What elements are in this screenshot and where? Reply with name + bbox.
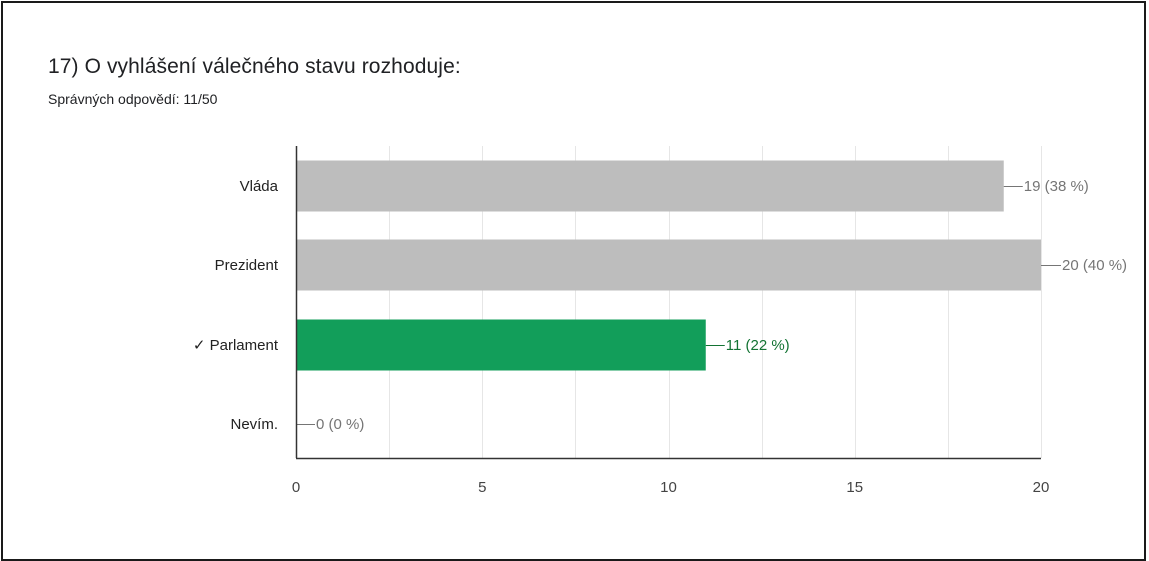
category-label: Prezident <box>215 257 279 274</box>
category-label: Nevím. <box>230 416 278 433</box>
score-text: Správných odpovědí: 11/50 <box>48 91 218 107</box>
data-label: 20 (40 %) <box>1062 257 1127 274</box>
data-label: 11 (22 %) <box>726 337 790 354</box>
bar-2 <box>296 319 706 371</box>
category-label: ✓ Parlament <box>193 337 279 354</box>
question-title: 17) O vyhlášení válečného stavu rozhoduj… <box>48 55 461 78</box>
data-label: 0 (0 %) <box>316 416 364 433</box>
data-label: 19 (38 %) <box>1024 178 1089 195</box>
bar-0 <box>296 160 1004 212</box>
bar-1 <box>296 239 1041 291</box>
x-tick-label: 15 <box>846 479 863 496</box>
x-tick-label: 0 <box>292 479 300 496</box>
x-tick-label: 20 <box>1033 479 1050 496</box>
x-tick-label: 10 <box>660 479 677 496</box>
x-tick-label: 5 <box>478 479 486 496</box>
category-label: Vláda <box>240 178 279 195</box>
